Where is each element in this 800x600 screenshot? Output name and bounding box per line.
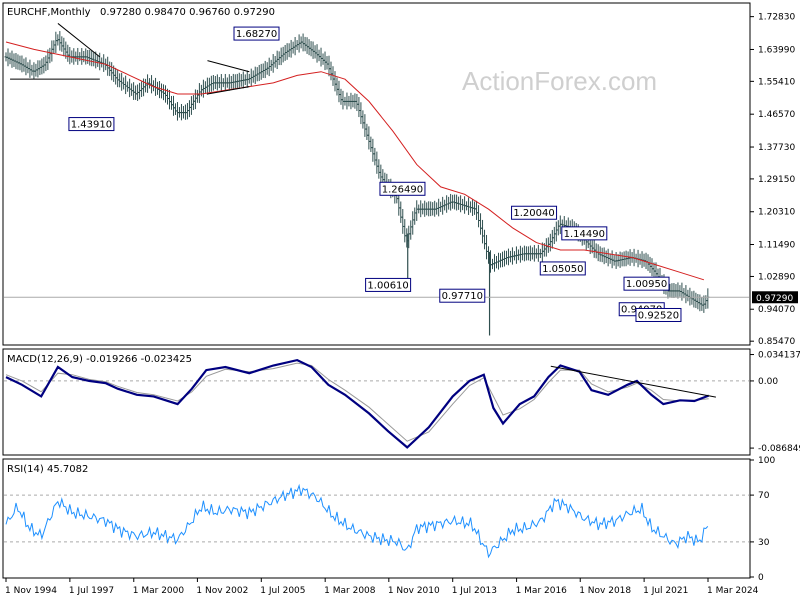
rsi-layer [4, 483, 749, 559]
annotation-label: 0.92520 [638, 310, 679, 321]
macd-panel-frame [2, 348, 751, 456]
rsi-y-tick: 70 [758, 491, 770, 501]
macd-y-tick: -0.086849 [758, 444, 800, 454]
annotation-label: 1.43910 [71, 120, 112, 131]
macd-title: MACD(12,26,9) -0.019266 -0.023425 [7, 354, 192, 365]
price-trendline [207, 60, 250, 73]
price-annotation: 0.97710 [439, 288, 486, 303]
price-title: EURCHF,Monthly [7, 7, 91, 18]
x-axis-tick: 1 Jul 1997 [69, 586, 114, 596]
price-annotation: 1.26490 [379, 181, 426, 196]
x-axis-tick: 1 Nov 1994 [5, 586, 57, 596]
last-price-tag: 0.97290 [752, 291, 798, 304]
x-axis-tick: 1 Mar 2016 [516, 586, 568, 596]
price-layer: 1.68270 1.43910 1.26490 1.00610 0.97710 1.200… [4, 23, 749, 336]
macd-y-tick: 0.034137 [758, 351, 800, 361]
macd-y-tick: 0.00 [758, 377, 778, 387]
x-axis-tick: 1 Mar 2008 [324, 586, 376, 596]
x-axis-tick: 1 Mar 2024 [707, 586, 759, 596]
price-annotation: 1.43910 [68, 117, 115, 132]
price-y-tick: 0.94070 [758, 305, 795, 315]
axis-layer: 1.72830 1.63990 1.55410 1.46570 1.37730 1.291… [5, 13, 800, 596]
annotation-label: 1.05050 [542, 264, 583, 275]
rsi-y-tick: 30 [758, 538, 770, 548]
price-y-tick: 1.46570 [758, 110, 795, 120]
price-y-tick: 1.63990 [758, 45, 795, 55]
rsi-panel-frame [2, 458, 751, 579]
annotation-label: 1.26490 [382, 184, 423, 195]
moving-average-line [5, 41, 705, 281]
price-trendline [207, 86, 250, 95]
price-annotation: 1.00610 [365, 277, 412, 292]
price-annotation: 1.20040 [511, 205, 558, 220]
x-axis-tick: 1 Nov 2002 [196, 586, 248, 596]
annotation-label: 1.14490 [564, 229, 605, 240]
price-y-tick: 1.72830 [758, 13, 795, 23]
rsi-title: RSI(14) 45.7082 [7, 464, 88, 475]
price-y-tick: 1.29150 [758, 175, 795, 185]
price-trendline [57, 23, 101, 58]
annotation-label: 0.97710 [442, 291, 483, 302]
x-axis-tick: 1 Nov 2010 [388, 586, 440, 596]
rsi-y-tick: 100 [758, 456, 775, 466]
annotation-label: 1.68270 [236, 29, 277, 40]
x-axis-tick: 1 Nov 2018 [579, 586, 631, 596]
macd-trendline [550, 365, 716, 398]
price-ohlc: 0.97280 0.98470 0.96760 0.97290 [100, 7, 275, 18]
watermark: ActionForex.com [462, 66, 657, 96]
price-annotation: 1.05050 [539, 261, 586, 276]
price-annotation: 1.68270 [233, 26, 280, 41]
price-y-tick: 1.02890 [758, 272, 795, 282]
price-y-tick: 1.11490 [758, 241, 795, 251]
ohlc-bars [4, 31, 710, 313]
macd-signal-line [5, 362, 709, 442]
rsi-y-tick: 0 [758, 573, 764, 583]
price-y-tick: 0.85470 [758, 337, 795, 347]
price-annotation: 1.14490 [561, 226, 608, 241]
macd-line [5, 358, 710, 449]
price-y-tick: 1.55410 [758, 77, 795, 87]
x-axis-tick: 1 Jul 2005 [260, 586, 305, 596]
x-axis-tick: 1 Jul 2013 [452, 586, 497, 596]
price-y-tick: 1.20310 [758, 208, 795, 218]
last-price-label: 0.97290 [756, 294, 793, 304]
price-annotation: 1.00950 [623, 276, 670, 291]
annotation-label: 1.00950 [626, 279, 667, 290]
rsi-line [5, 483, 709, 559]
x-axis-tick: 1 Mar 2000 [133, 586, 185, 596]
price-annotation: 0.92520 [635, 307, 682, 322]
annotation-label: 1.20040 [513, 208, 554, 219]
price-y-tick: 1.37730 [758, 143, 795, 153]
price-panel-frame [2, 2, 751, 346]
x-axis-tick: 1 Jul 2021 [643, 586, 688, 596]
macd-layer [4, 358, 749, 449]
annotation-label: 1.00610 [367, 280, 408, 291]
